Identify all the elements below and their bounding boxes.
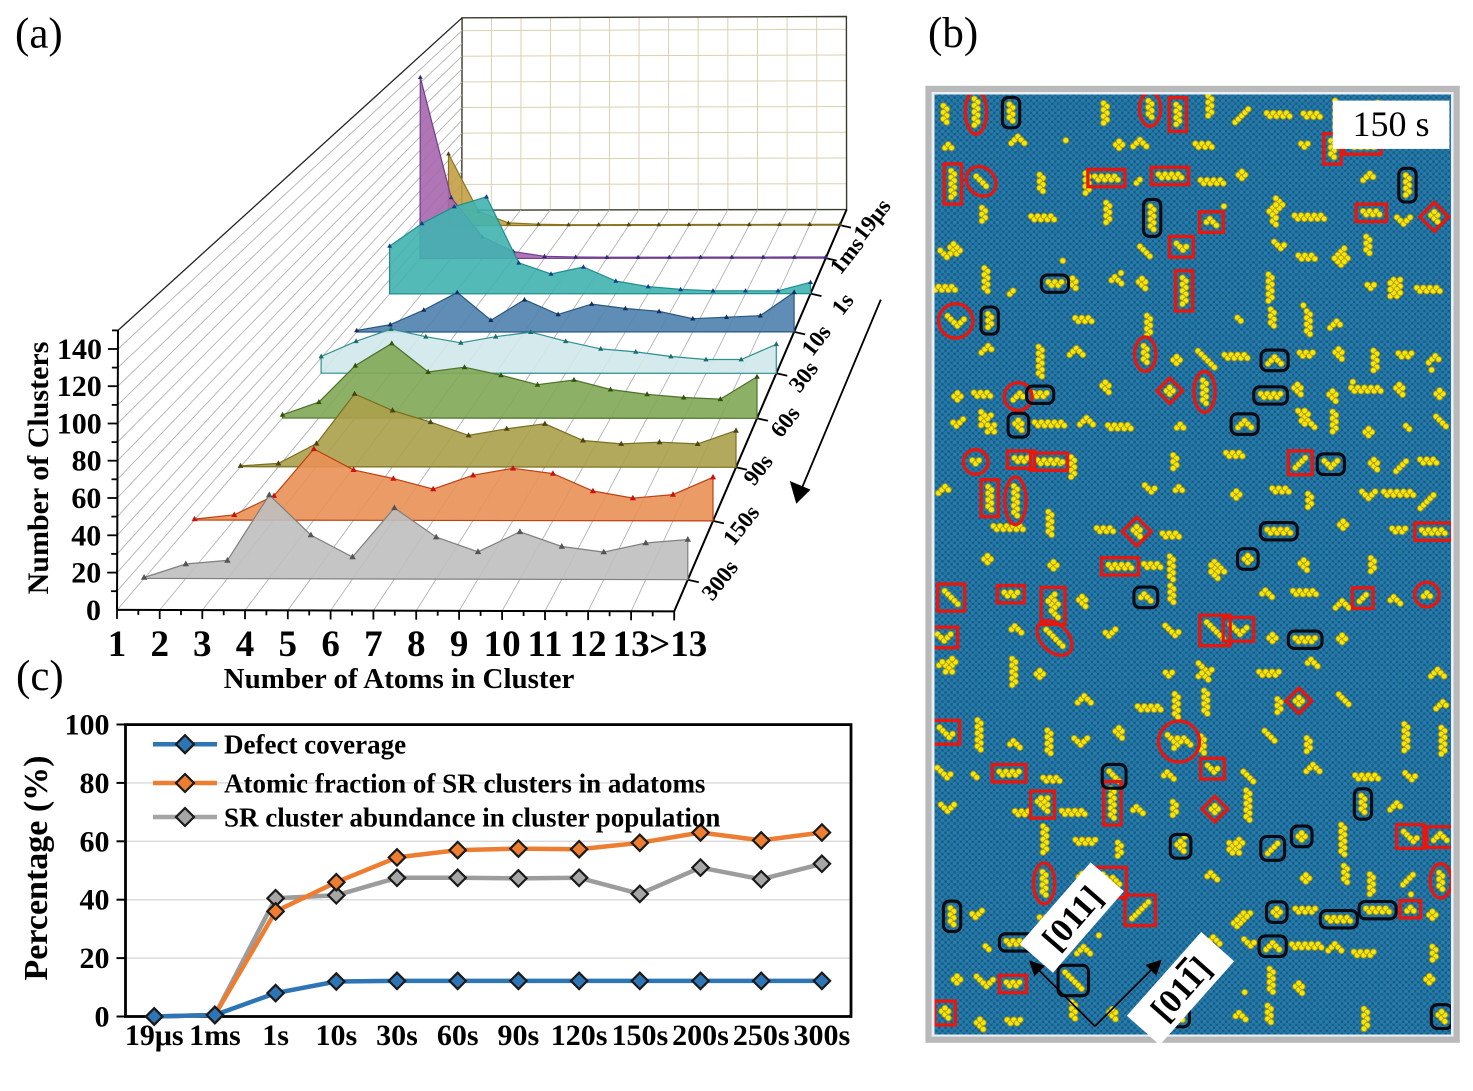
svg-text:300s: 300s <box>697 555 743 605</box>
svg-text:100: 100 <box>65 709 110 742</box>
svg-text:150s: 150s <box>718 500 764 550</box>
svg-text:140: 140 <box>57 333 102 366</box>
svg-text:Defect coverage: Defect coverage <box>224 730 406 760</box>
svg-text:>13: >13 <box>649 624 707 665</box>
svg-text:80: 80 <box>80 767 110 800</box>
svg-text:Atomic fraction of SR clusters: Atomic fraction of SR clusters in adatom… <box>224 769 705 799</box>
svg-text:12: 12 <box>570 624 607 665</box>
svg-text:7: 7 <box>364 624 383 665</box>
svg-text:8: 8 <box>407 624 426 665</box>
svg-text:3: 3 <box>193 624 212 665</box>
svg-text:(b): (b) <box>928 10 978 57</box>
svg-text:60s: 60s <box>765 401 804 442</box>
svg-text:40: 40 <box>80 884 110 917</box>
svg-text:60: 60 <box>80 825 110 858</box>
svg-text:1s: 1s <box>262 1019 289 1052</box>
svg-text:60s: 60s <box>437 1019 479 1052</box>
svg-text:Percentage (%): Percentage (%) <box>18 756 55 981</box>
svg-text:1s: 1s <box>826 288 858 320</box>
svg-text:100: 100 <box>57 408 102 441</box>
svg-text:30s: 30s <box>784 356 823 397</box>
svg-text:1ms: 1ms <box>189 1019 241 1052</box>
svg-text:10: 10 <box>484 624 521 665</box>
svg-text:11: 11 <box>528 624 563 665</box>
svg-text:120: 120 <box>57 370 102 403</box>
svg-text:Number of Clusters: Number of Clusters <box>22 342 55 595</box>
svg-text:10s: 10s <box>315 1019 357 1052</box>
svg-text:40: 40 <box>71 519 101 552</box>
svg-text:4: 4 <box>236 624 255 665</box>
svg-text:90s: 90s <box>738 449 777 490</box>
svg-text:150s: 150s <box>611 1019 668 1052</box>
svg-text:10s: 10s <box>797 320 836 361</box>
svg-text:30s: 30s <box>376 1019 418 1052</box>
svg-text:20: 20 <box>80 942 110 975</box>
svg-text:90s: 90s <box>498 1019 540 1052</box>
svg-text:20: 20 <box>71 557 101 590</box>
svg-text:0: 0 <box>86 594 101 627</box>
svg-text:300s: 300s <box>794 1019 851 1052</box>
svg-text:(a): (a) <box>15 11 63 58</box>
svg-text:(c): (c) <box>16 653 64 700</box>
svg-text:1: 1 <box>108 624 127 665</box>
svg-text:150 s: 150 s <box>1352 104 1429 144</box>
svg-text:5: 5 <box>279 624 298 665</box>
svg-text:0: 0 <box>95 1001 110 1034</box>
svg-text:120s: 120s <box>551 1019 608 1052</box>
svg-text:6: 6 <box>321 624 340 665</box>
svg-text:SR cluster abundance in cluste: SR cluster abundance in cluster populati… <box>224 803 720 833</box>
svg-text:250s: 250s <box>733 1019 790 1052</box>
svg-text:2: 2 <box>150 624 169 665</box>
svg-text:80: 80 <box>72 445 102 478</box>
svg-text:Number of Atoms in Cluster: Number of Atoms in Cluster <box>224 663 575 695</box>
svg-text:9: 9 <box>450 624 469 665</box>
svg-text:200s: 200s <box>672 1019 729 1052</box>
svg-text:19μs: 19μs <box>125 1019 184 1052</box>
svg-text:13: 13 <box>613 624 650 665</box>
svg-text:60: 60 <box>71 482 101 515</box>
